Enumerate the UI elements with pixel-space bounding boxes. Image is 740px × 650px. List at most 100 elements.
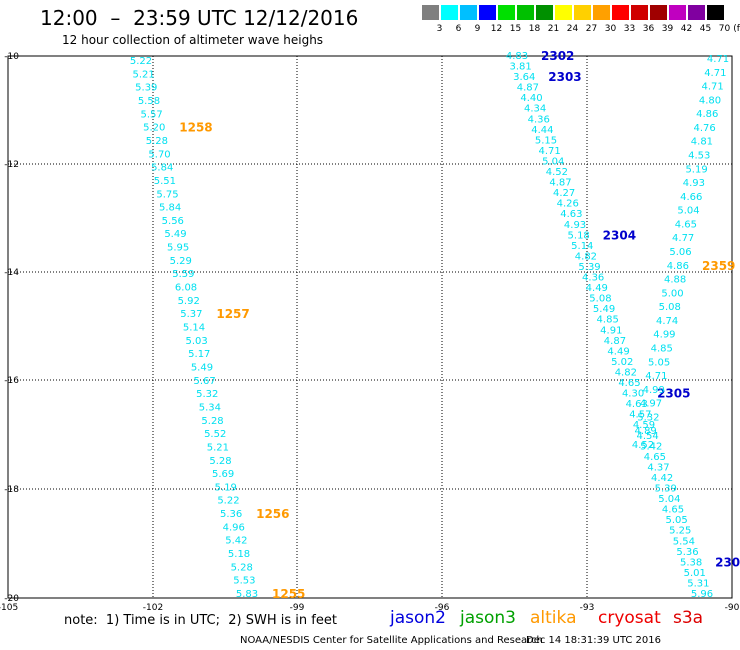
swh-value: 4.71 [704, 68, 726, 79]
color-scale-label: 36 [642, 24, 655, 34]
swh-value: 5.22 [217, 496, 239, 507]
swh-value: 5.20 [143, 123, 165, 134]
swh-value: 5.08 [589, 294, 611, 305]
swh-value: 4.65 [644, 452, 666, 463]
swh-value: 5.42 [225, 536, 247, 547]
color-scale-unit: (ft) [733, 24, 740, 34]
lat-label: -12 [4, 160, 19, 170]
swh-value: 5.21 [207, 442, 229, 453]
swh-value: 4.37 [647, 462, 669, 473]
swh-value: 5.18 [228, 549, 250, 560]
color-scale-swatch [631, 5, 648, 20]
pass-time-label: 2305 [657, 387, 690, 401]
swh-value: 4.71 [707, 54, 729, 65]
swh-value: 5.05 [665, 515, 687, 526]
swh-value: 4.86 [696, 109, 718, 120]
pass-time-label: 2304 [603, 228, 636, 242]
swh-value: 5.02 [611, 357, 633, 368]
pass-time-label: 1257 [216, 307, 249, 321]
swh-value: 4.30 [622, 389, 644, 400]
swh-value: 5.28 [146, 136, 168, 147]
swh-value: 5.59 [172, 269, 194, 280]
swh-value: 5.32 [196, 389, 218, 400]
pass-time-label: 1255 [272, 587, 305, 601]
color-scale-swatch [479, 5, 496, 20]
swh-value: 5.05 [648, 357, 670, 368]
color-scale-swatch [688, 5, 705, 20]
swh-value: 5.38 [680, 557, 702, 568]
swh-value: 5.51 [154, 176, 176, 187]
swh-value: 4.97 [640, 399, 662, 410]
swh-value: 4.76 [693, 123, 715, 134]
color-scale-swatch [498, 5, 515, 20]
swh-value: 4.71 [702, 82, 724, 93]
swh-value: 4.44 [531, 125, 553, 136]
lat-label: -20 [4, 594, 19, 604]
color-scale-swatch [441, 5, 458, 20]
swh-value: 4.77 [672, 233, 694, 244]
lon-label: -102 [143, 603, 163, 613]
swh-value: 4.93 [564, 220, 586, 231]
swh-value: 4.59 [633, 420, 655, 431]
swh-value: 4.26 [557, 199, 579, 210]
swh-value: 5.18 [568, 230, 590, 241]
color-scale-label: 45 [699, 24, 712, 34]
swh-value: 5.83 [236, 589, 258, 600]
swh-value: 4.85 [597, 315, 619, 326]
swh-value: 5.19 [685, 164, 707, 175]
swh-value: 5.49 [191, 362, 213, 373]
swh-value: 5.56 [162, 216, 184, 227]
swh-value: 3.81 [509, 62, 531, 73]
swh-value: 4.49 [607, 346, 629, 357]
lat-label: -10 [4, 52, 19, 62]
color-scale-swatch [707, 5, 724, 20]
swh-value: 4.86 [667, 261, 689, 272]
legend-cryosat: cryosat [598, 608, 661, 628]
swh-value: 5.32 [637, 412, 659, 423]
swh-value: 4.65 [675, 219, 697, 230]
legend-altika: altika [530, 608, 577, 628]
swh-value: 5.96 [691, 589, 713, 600]
swh-value: 5.39 [655, 484, 677, 495]
swh-value: 4.81 [691, 137, 713, 148]
swh-value: 4.36 [582, 273, 604, 284]
swh-value: 4.91 [600, 325, 622, 336]
legend-s3a: s3a [673, 608, 704, 628]
swh-value: 4.66 [680, 192, 702, 203]
swh-value: 4.82 [575, 251, 597, 262]
swh-value: 4.34 [524, 104, 546, 115]
swh-value: 4.87 [604, 336, 626, 347]
map-frame [7, 55, 733, 599]
color-scale-label: 3 [436, 24, 443, 34]
pass-time-label: 2303 [548, 70, 581, 84]
color-scale-label: 70 [718, 24, 731, 34]
swh-value: 5.53 [233, 576, 255, 587]
color-scale-swatch [593, 5, 610, 20]
swh-value: 5.25 [669, 526, 691, 537]
swh-value: 4.52 [546, 167, 568, 178]
swh-value: 3.64 [513, 72, 535, 83]
swh-value: 5.42 [640, 441, 662, 452]
swh-value: 5.14 [571, 241, 593, 252]
swh-value: 4.74 [656, 316, 678, 327]
swh-value: 5.49 [164, 229, 186, 240]
color-scale-swatch [669, 5, 686, 20]
swh-value: 5.70 [148, 149, 170, 160]
swh-value: 5.19 [215, 482, 237, 493]
swh-value: 5.67 [193, 376, 215, 387]
color-scale-label: 18 [528, 24, 541, 34]
pass-time-label: 2302 [541, 49, 574, 63]
lat-label: -14 [4, 268, 19, 278]
pass-time-label: 2304 [715, 555, 740, 569]
swh-value: 5.95 [167, 243, 189, 254]
swh-value: 5.14 [183, 323, 205, 334]
swh-value: 5.08 [659, 302, 681, 313]
swh-value: 4.82 [615, 367, 637, 378]
swh-value: 4.80 [699, 95, 721, 106]
swh-value: 5.54 [673, 536, 695, 547]
swh-value: 4.63 [626, 399, 648, 410]
color-scale-swatch [422, 5, 439, 20]
swh-value: 5.17 [188, 349, 210, 360]
lon-label: -99 [290, 603, 305, 613]
